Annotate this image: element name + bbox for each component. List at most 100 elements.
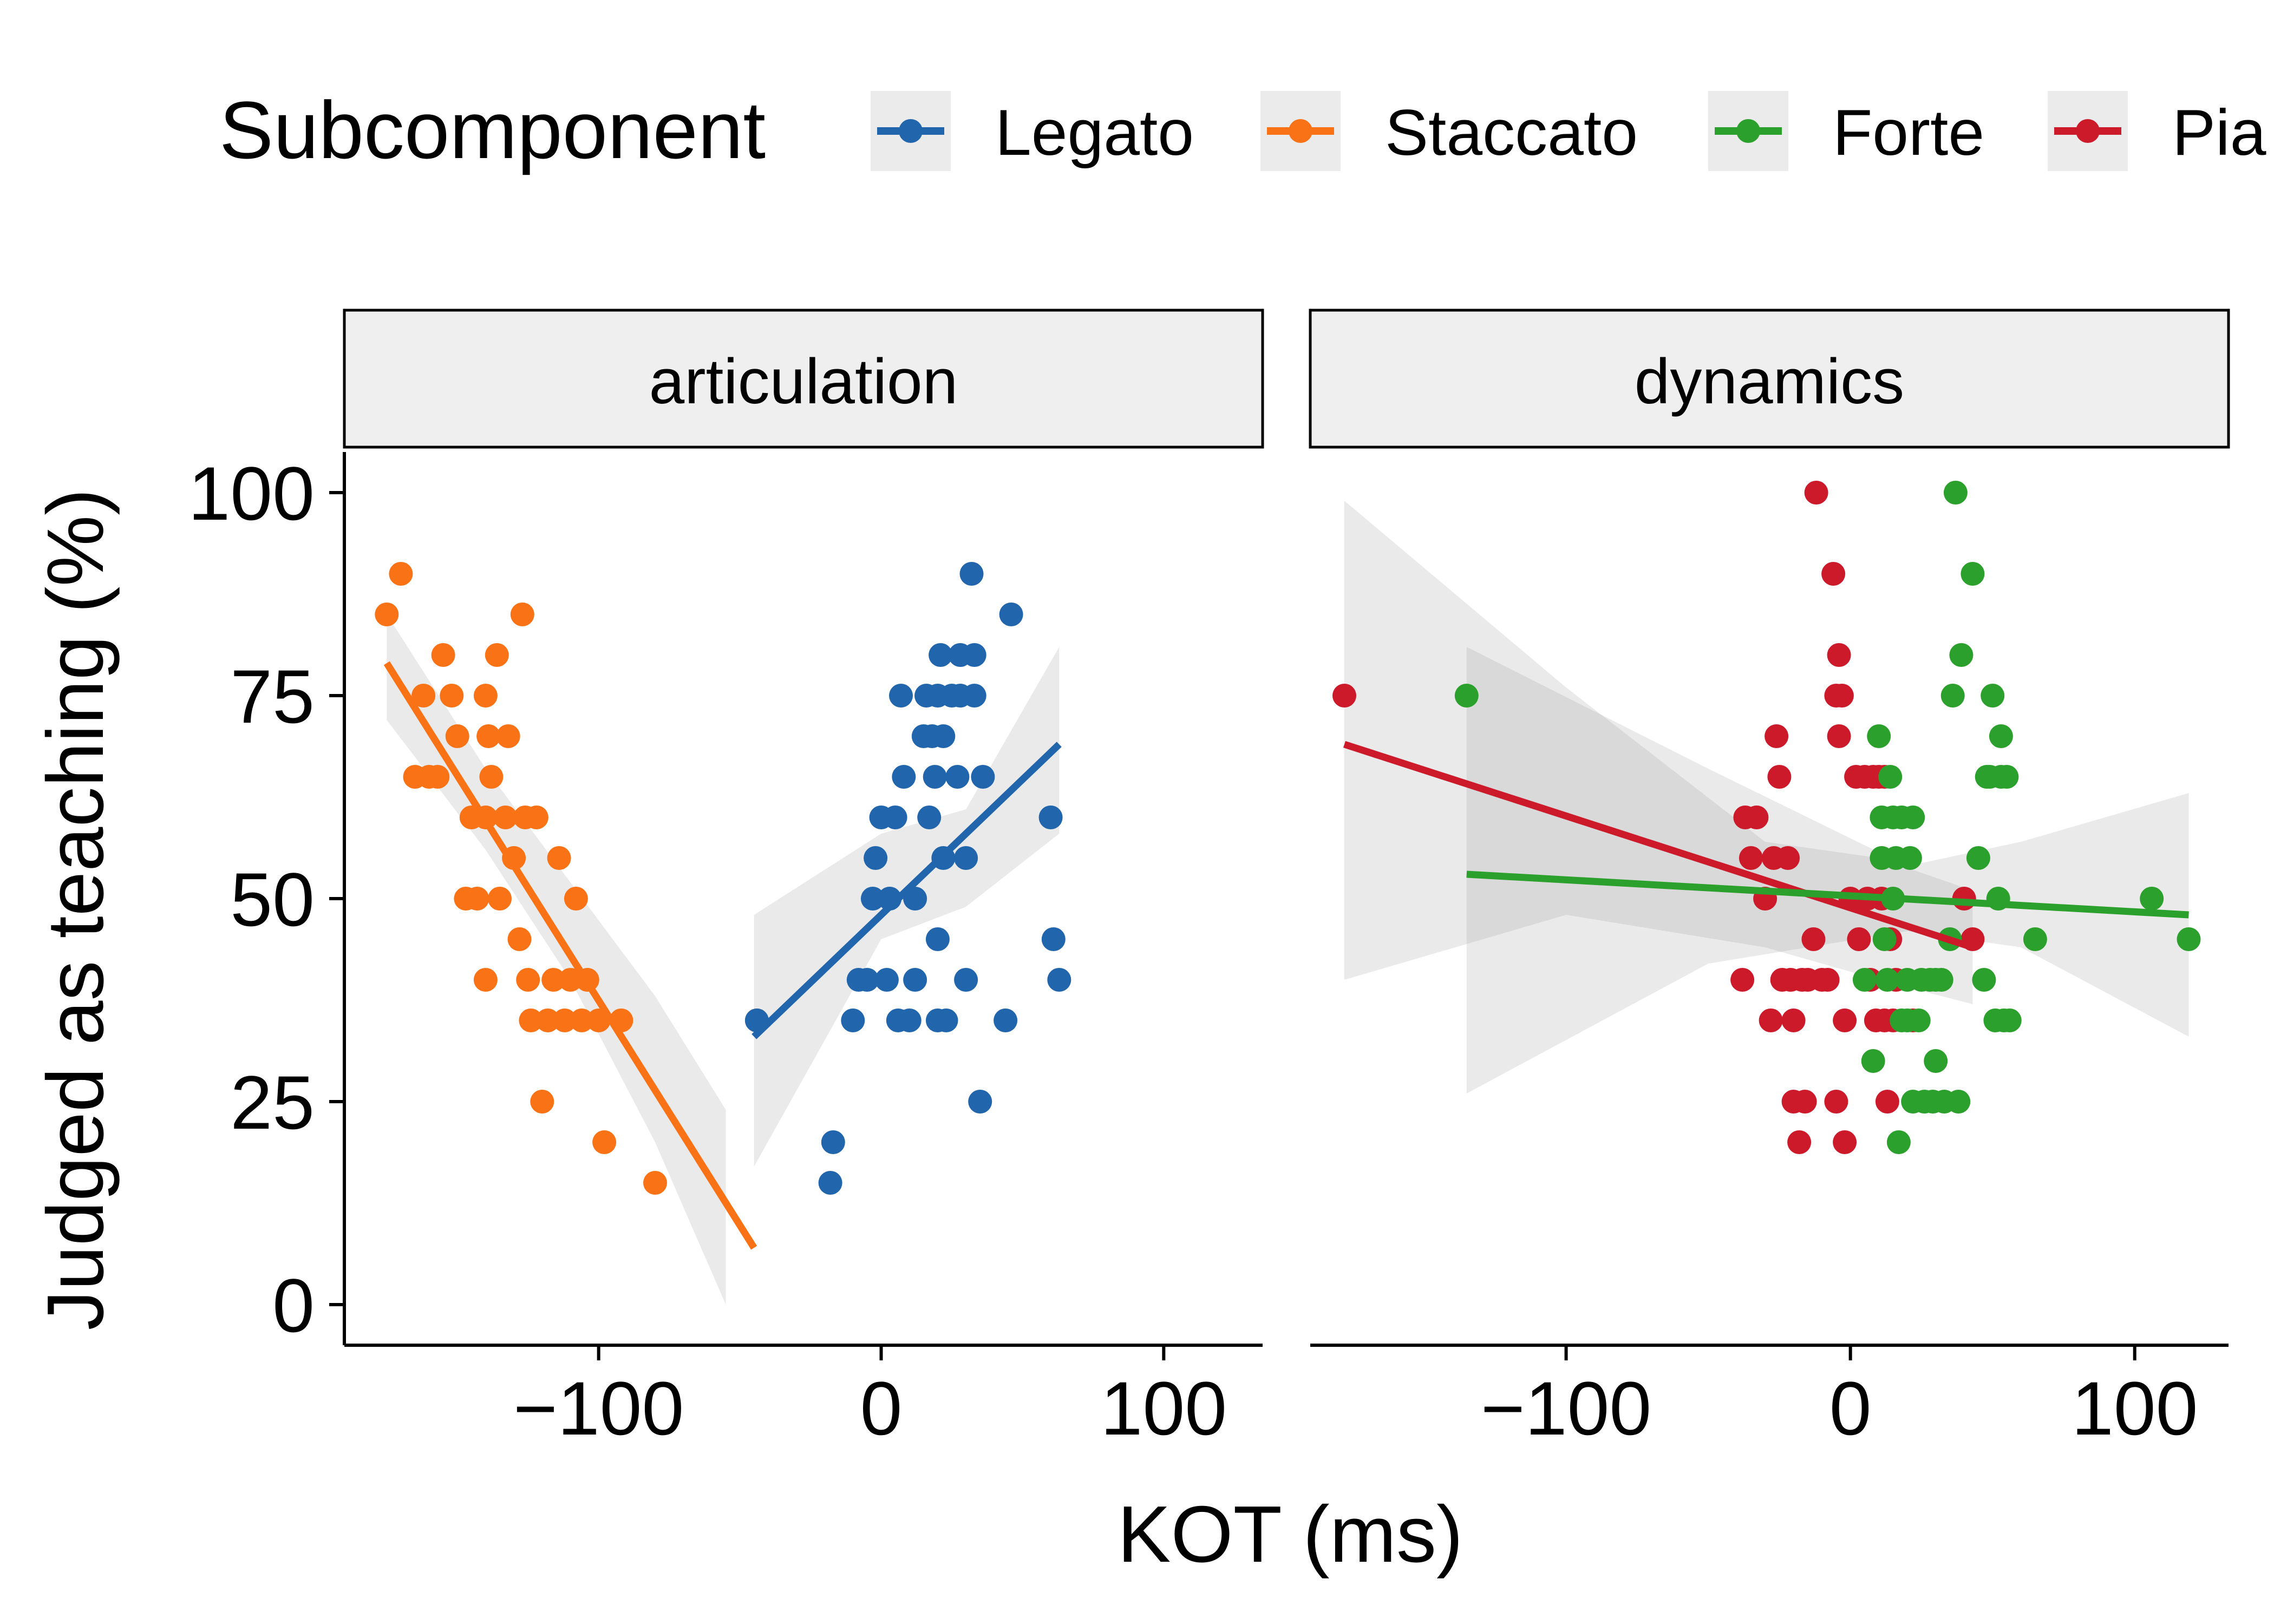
point-legato	[855, 968, 879, 992]
point-staccato	[493, 806, 518, 829]
point-legato	[929, 643, 953, 667]
point-staccato	[592, 1130, 617, 1154]
legend-label-pia: Pia	[2172, 96, 2266, 169]
point-legato	[931, 724, 956, 748]
y-tick-label: 50	[230, 857, 315, 942]
point-forte	[1454, 684, 1479, 708]
x-tick-label: −100	[1481, 1366, 1651, 1451]
point-staccato	[510, 603, 534, 626]
point-pia	[1332, 684, 1356, 708]
point-forte	[1906, 1009, 1931, 1032]
point-staccato	[440, 684, 464, 708]
x-axis-title: KOT (ms)	[1118, 1490, 1463, 1579]
point-legato	[971, 765, 995, 789]
point-staccato	[507, 927, 532, 951]
point-legato	[889, 684, 913, 708]
x-tick-label: 100	[1101, 1366, 1227, 1451]
legend-label-legato: Legato	[995, 96, 1194, 169]
point-pia	[1744, 806, 1769, 829]
point-pia	[1833, 1130, 1857, 1154]
point-staccato	[375, 603, 399, 626]
point-staccato	[454, 887, 478, 911]
point-pia	[1821, 562, 1846, 586]
point-legato	[923, 765, 947, 789]
point-legato	[968, 1090, 992, 1114]
point-staccato	[553, 1009, 577, 1032]
point-forte	[1997, 1009, 2022, 1032]
legend-label-forte: Forte	[1833, 96, 1984, 169]
point-forte	[2177, 927, 2201, 951]
point-forte	[1989, 724, 2013, 748]
point-legato	[925, 927, 950, 951]
panels: articulation −100 0 100 0 25 50 75 100 dynamics −1…	[188, 309, 2230, 1451]
point-pia	[1815, 968, 1840, 992]
strip-label-dynamics: dynamics	[1635, 346, 1904, 417]
point-forte	[1901, 806, 1925, 829]
ci-band-forte	[1466, 647, 2189, 1093]
point-legato	[897, 1009, 922, 1032]
panel-articulation: articulation −100 0 100 0 25 50 75 100	[188, 309, 1264, 1451]
point-forte	[1872, 927, 1897, 951]
point-forte	[1940, 684, 1965, 708]
point-legato	[959, 562, 984, 586]
point-legato	[962, 643, 986, 667]
point-staccato	[485, 643, 509, 667]
legend-item-forte: Forte	[1708, 91, 1984, 171]
point-pia	[1767, 765, 1792, 789]
point-pia	[1793, 1090, 1817, 1114]
legend: Subcomponent Legato Staccato Forte Pia	[219, 84, 2266, 175]
point-forte	[1943, 481, 1968, 505]
point-staccato	[516, 968, 540, 992]
point-staccato	[488, 887, 512, 911]
point-forte	[1929, 968, 1953, 992]
strip-articulation	[343, 309, 1264, 449]
fit-line-forte	[1466, 870, 2189, 919]
point-staccato	[524, 806, 548, 829]
y-tick-label: 25	[230, 1060, 315, 1145]
point-forte	[2023, 927, 2047, 951]
point-pia	[1776, 846, 1800, 870]
legend-title: Subcomponent	[219, 84, 766, 175]
point-legato	[892, 765, 916, 789]
point-legato	[903, 968, 927, 992]
panel-dynamics: dynamics −100 0 100	[1309, 309, 2230, 1451]
fit-line-staccato	[383, 661, 757, 1250]
point-staccato	[558, 968, 583, 992]
point-staccato	[473, 968, 498, 992]
ci-band-staccato	[387, 614, 726, 1305]
point-staccato	[643, 1171, 667, 1195]
point-legato	[994, 1009, 1018, 1032]
point-forte	[1949, 643, 1974, 667]
point-pia	[1801, 927, 1826, 951]
point-forte	[1878, 765, 1903, 789]
y-tick-label: 100	[188, 451, 315, 536]
point-pia	[1765, 724, 1789, 748]
point-staccato	[473, 684, 498, 708]
point-legato	[874, 968, 899, 992]
series-forte	[1454, 481, 2201, 1154]
point-legato	[883, 806, 907, 829]
point-staccato	[389, 562, 413, 586]
legend-point-staccato	[1289, 119, 1312, 143]
point-staccato	[564, 887, 588, 911]
point-legato	[864, 846, 888, 870]
point-pia	[1829, 684, 1854, 708]
point-legato	[962, 684, 986, 708]
fit-line-legato	[752, 742, 1062, 1039]
strip-dynamics	[1309, 309, 2230, 449]
point-staccato	[411, 684, 436, 708]
point-staccato	[445, 724, 469, 748]
point-pia	[1759, 1009, 1783, 1032]
point-legato	[841, 1009, 865, 1032]
point-pia	[1875, 1090, 1899, 1114]
legend-point-pia	[2076, 119, 2100, 143]
point-forte	[1861, 1049, 1885, 1073]
point-legato	[945, 765, 970, 789]
legend-point-legato	[899, 119, 923, 143]
point-forte	[1924, 1049, 1948, 1073]
point-staccato	[570, 1009, 594, 1032]
point-staccato	[479, 765, 504, 789]
point-forte	[2140, 887, 2164, 911]
point-legato	[934, 1009, 958, 1032]
